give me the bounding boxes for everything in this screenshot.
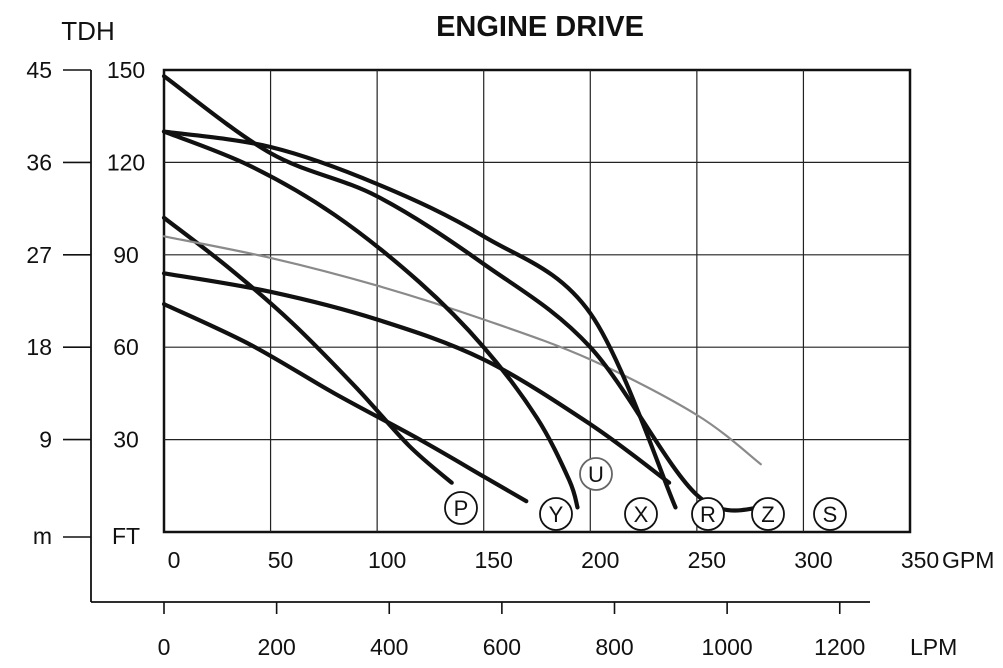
gpm-tick-label: 250 xyxy=(688,547,726,573)
gpm-tick-label: 200 xyxy=(581,547,619,573)
lpm-axis: 0 200 400 600 800 1000 1200 xyxy=(158,602,865,660)
curve-label-circle xyxy=(691,497,725,531)
curve-label-x: X xyxy=(634,502,649,527)
ft-tick-label: 30 xyxy=(113,427,139,453)
curve-labels: P YU X R Z S xyxy=(444,457,847,531)
grid-lines xyxy=(164,70,910,532)
pump-curve-s xyxy=(161,74,768,513)
lpm-tick-label: 200 xyxy=(257,634,295,660)
lpm-tick-label: 800 xyxy=(595,634,633,660)
gpm-tick-label: 50 xyxy=(268,547,294,573)
pump-curve-p xyxy=(161,215,454,485)
gpm-tick-label: 300 xyxy=(794,547,832,573)
ft-unit-label: FT xyxy=(112,523,140,549)
gpm-tick-label: 350 xyxy=(901,547,939,573)
tdh-axis-title: TDH xyxy=(61,16,114,46)
curve-label-s: S xyxy=(823,502,838,527)
curve-label-circle xyxy=(579,457,613,491)
ft-tick-label: 60 xyxy=(113,334,139,360)
gpm-axis: 0 50 100 150 200 250 300 350 xyxy=(168,547,940,573)
pump-curve-r xyxy=(161,271,672,485)
curve-label-z: Z xyxy=(761,502,774,527)
curve-label-u: U xyxy=(588,462,604,487)
curve-label-circle xyxy=(813,497,847,531)
gpm-tick-label: 0 xyxy=(168,547,181,573)
curve-label-circle xyxy=(751,497,785,531)
curve-label-circle xyxy=(624,497,658,531)
m-axis: 45 36 27 18 9 xyxy=(26,57,91,453)
lpm-tick-label: 1200 xyxy=(814,634,865,660)
pump-curve-x xyxy=(161,129,580,510)
ft-tick-label: 120 xyxy=(107,149,145,175)
lpm-tick-label: 0 xyxy=(158,634,171,660)
m-tick-label: 36 xyxy=(26,149,52,175)
ft-axis: 150 120 90 60 30 xyxy=(107,57,145,453)
ft-tick-label: 90 xyxy=(113,242,139,268)
gpm-tick-label: 100 xyxy=(368,547,406,573)
pump-curve-z xyxy=(161,129,678,510)
m-axis-unit: m xyxy=(33,523,91,549)
curve-label-circle xyxy=(539,497,573,531)
lpm-unit-label: LPM xyxy=(910,634,957,660)
m-unit-label: m xyxy=(33,523,52,549)
m-tick-label: 18 xyxy=(26,334,52,360)
m-tick-label: 9 xyxy=(39,427,52,453)
chart-title: ENGINE DRIVE xyxy=(436,11,644,43)
lpm-tick-label: 400 xyxy=(370,634,408,660)
curve-label-circle xyxy=(444,491,478,525)
gpm-unit-label: GPM xyxy=(942,547,994,573)
pump-curve-u xyxy=(162,235,762,466)
m-tick-label: 27 xyxy=(26,242,52,268)
m-tick-label: 45 xyxy=(26,57,52,83)
lpm-tick-label: 1000 xyxy=(702,634,753,660)
lpm-tick-label: 600 xyxy=(483,634,521,660)
pump-curve-y xyxy=(161,302,529,504)
ft-tick-label: 150 xyxy=(107,57,145,83)
curve-label-y: Y xyxy=(549,502,564,527)
pump-curves xyxy=(161,74,768,513)
curve-label-p: P xyxy=(454,496,469,521)
gpm-tick-label: 150 xyxy=(475,547,513,573)
curve-label-r: R xyxy=(700,502,716,527)
plot-frame xyxy=(162,68,912,534)
